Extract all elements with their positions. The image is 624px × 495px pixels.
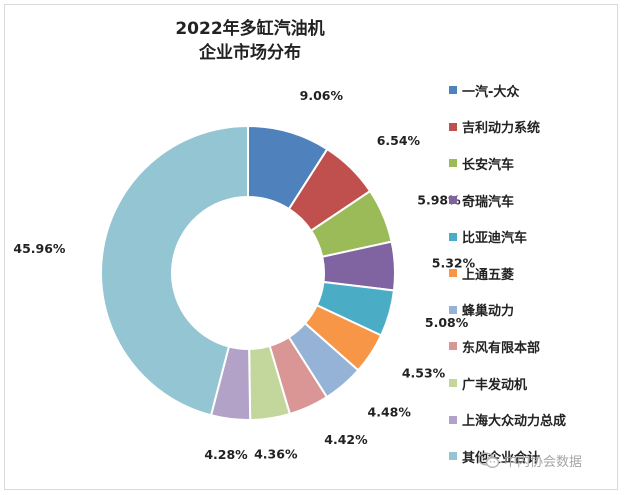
legend-swatch [449,232,457,241]
legend-item-1: 吉利动力系统 [449,109,619,146]
slice-label-4: 5.08% [425,315,469,330]
legend-swatch [449,415,457,424]
chart-title: 2022年多缸汽油机 企业市场分布 [150,17,350,65]
legend-swatch [449,269,457,278]
legend-item-4: 比亚迪汽车 [449,218,619,255]
slice-label-7: 4.42% [324,432,368,447]
legend-item-2: 长安汽车 [449,145,619,182]
legend-swatch [449,196,457,205]
legend-item-3: 奇瑞汽车 [449,182,619,219]
slice-label-6: 4.48% [368,404,412,419]
legend-swatch [449,452,457,461]
legend-item-8: 广丰发动机 [449,365,619,402]
legend-label: 比亚迪汽车 [462,231,528,247]
chart-title-line-2: 企业市场分布 [199,43,301,63]
legend-item-7: 东风有限本部 [449,328,619,365]
wechat-icon [478,452,500,468]
slice-label-8: 4.36% [254,446,298,461]
legend-swatch [449,305,457,314]
legend-swatch [449,159,457,168]
chart-title-line-1: 2022年多缸汽油机 [175,19,325,39]
legend-item-0: 一汽-大众 [449,72,619,109]
legend-label: 长安汽车 [462,157,515,173]
legend-label: 蜂巢动力 [462,304,515,320]
legend-label: 广丰发动机 [462,377,528,393]
legend-label: 上海大众动力总成 [462,414,567,430]
legend-swatch [449,379,457,388]
legend-item-6: 蜂巢动力 [449,292,619,329]
slice-label-1: 6.54% [377,133,421,148]
watermark: 中内协会数据 [478,451,582,470]
slice-label-5: 4.53% [402,365,446,380]
slice-label-10: 45.96% [13,241,66,256]
legend-label: 奇瑞汽车 [462,194,515,210]
slice-label-9: 4.28% [204,447,248,462]
watermark-text: 中内协会数据 [504,455,583,470]
legend-item-5: 上通五菱 [449,255,619,292]
slice-label-0: 9.06% [300,88,344,103]
legend-label: 上通五菱 [462,267,515,283]
slice-label-3: 5.32% [432,256,476,271]
legend-swatch [449,86,457,95]
legend-label: 吉利动力系统 [462,121,541,137]
legend: 一汽-大众吉利动力系统 长安汽车奇瑞汽车比亚迪汽车上通五菱蜂巢动力东风有限本部 广丰… [449,72,619,475]
legend-label: 东风有限本部 [462,340,541,356]
legend-swatch [449,122,457,131]
legend-swatch [449,342,457,351]
legend-item-9: 上海大众动力总成 [449,401,619,438]
legend-label: 一汽-大众 [462,84,520,100]
slice-10 [100,124,249,417]
